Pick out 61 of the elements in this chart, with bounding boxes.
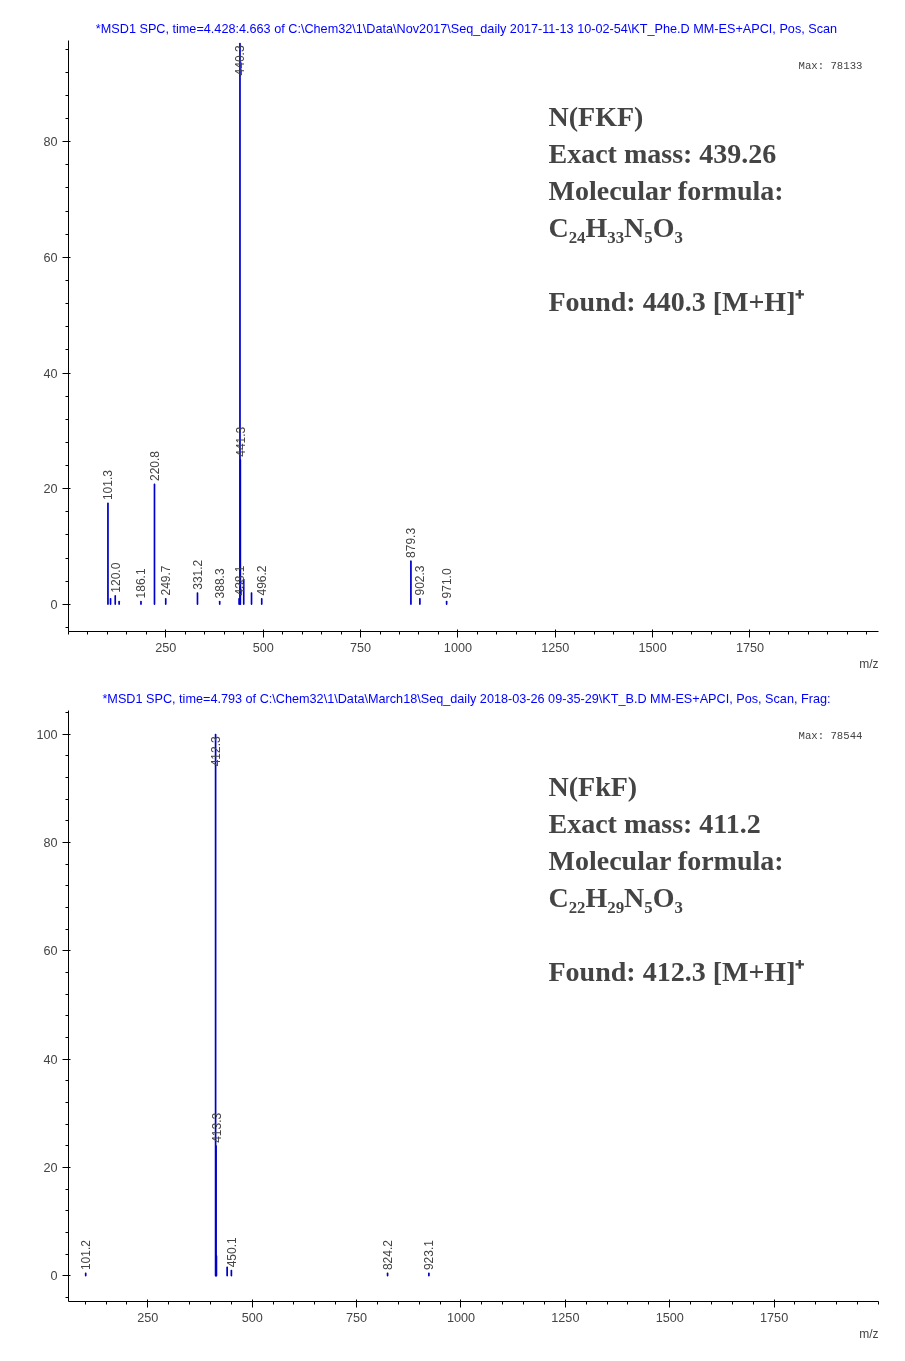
y-tick-label: 80 [43,836,58,851]
chart-title: *MSD1 SPC, time=4.793 of C:\Chem32\1\Data\March18\Seq_daily 2018-03-26 09-35-29\KT_B.D MM-ES+APCI, Pos, Scan, Frag: [102,691,831,706]
annotation: 441.3 [233,426,248,457]
y-tick-label: 0 [50,597,58,612]
x-tick-label: 750 [346,1310,368,1325]
x-tick-label: 1750 [735,640,765,655]
annotation: 186.1 [134,568,149,599]
annotation: 971.0 [440,568,455,599]
annotation: 412.3 [209,736,224,767]
annotation: 879.3 [404,527,419,558]
annotation: 331.2 [190,559,205,590]
annotation: 923.1 [422,1239,437,1271]
y-tick-label: 20 [43,1160,58,1175]
x-tick-label: 1500 [655,1310,684,1325]
y-tick-label: 0 [50,1269,58,1284]
annotation: 249.7 [159,565,174,596]
annotation: Exact mass: 439.26 [548,137,777,169]
annotation: 824.2 [381,1239,396,1271]
annotation: Exact mass: 411.2 [548,807,761,839]
y-tick-label: 80 [43,135,58,150]
annotation: Max: 78133 [798,59,863,72]
annotation: Molecular formula: [548,844,784,876]
annotation: 450.1 [224,1237,239,1268]
annotation: 902.3 [413,565,428,596]
x-axis-title: m/z [859,656,879,671]
x-tick-label: 750 [350,640,372,655]
x-tick-label: 1250 [541,640,570,655]
annotation: N(FKF) [548,100,644,132]
x-axis-title: m/z [859,1326,879,1341]
y-tick-label: 20 [43,482,58,497]
annotation: Max: 78544 [798,729,863,742]
y-tick-label: 60 [43,944,58,959]
annotation: 413.3 [209,1112,224,1143]
annotation: 220.8 [147,450,162,482]
x-tick-label: 1250 [551,1310,580,1325]
annotation: 440.3 [233,45,248,76]
annotation: Found: 412.3 [M+H]⁺ [548,955,805,987]
x-tick-label: 1750 [760,1310,789,1325]
annotation: N(FkF) [548,770,638,802]
annotation: 388.3 [213,568,228,599]
annotation: 101.2 [79,1239,94,1271]
x-tick-label: 1000 [446,1310,476,1325]
annotation: 496.2 [255,565,270,596]
y-tick-label: 40 [43,366,58,381]
x-tick-label: 500 [241,1310,263,1325]
x-tick-label: 500 [252,640,274,655]
y-tick-label: 100 [36,727,58,742]
annotation: 438.1 [232,565,247,596]
x-tick-label: 250 [155,640,177,655]
x-tick-label: 1500 [638,640,667,655]
x-tick-label: 1000 [443,640,472,655]
annotation: C₂₄H₃₃N₅O₃ [548,211,683,243]
annotation: 120.0 [108,562,123,593]
y-tick-label: 40 [43,1052,58,1067]
y-tick-label: 60 [43,250,58,265]
annotation: Found: 440.3 [M+H]⁺ [548,285,805,317]
annotation: C₂₂H₂₉N₅O₃ [548,881,683,913]
annotation: Molecular formula: [548,174,784,206]
x-tick-label: 250 [137,1310,159,1325]
chart-title: *MSD1 SPC, time=4.428:4.663 of C:\Chem32\1\Data\Nov2017\Seq_daily 2017-11-13 10-02-54\KT_Phe.D MM-ES+APCI, Pos, Scan [95,21,838,36]
annotation: 101.3 [101,469,116,501]
